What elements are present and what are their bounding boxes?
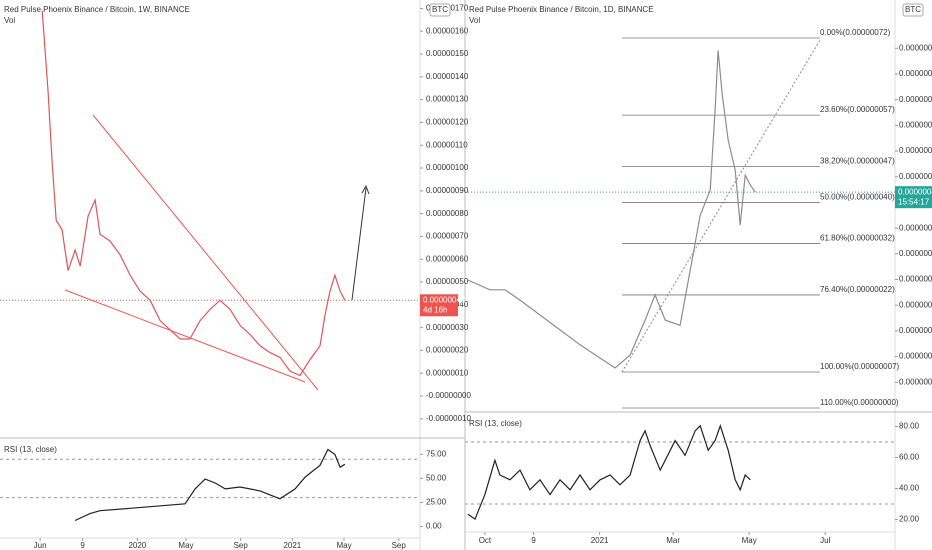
y-tick-label: 0.00000120 <box>426 118 469 127</box>
price-line <box>74 448 346 522</box>
x-tick-label: 9 <box>531 536 536 545</box>
x-tick-label: Sep <box>234 541 249 550</box>
chart-title: RSI (13, close) <box>469 419 522 428</box>
chart-title: Red Pulse Phoenix Binance / Bitcoin, 1W,… <box>4 5 190 14</box>
y-tick-label: 0.00000150 <box>426 49 469 58</box>
y-tick-label: 0.00000060 <box>426 254 469 263</box>
arrow-head <box>361 184 370 195</box>
x-tick-label: Jun <box>34 541 47 550</box>
countdown-label: 15:54:17 <box>898 197 930 206</box>
y-tick-label: 0.00000020 <box>426 346 469 355</box>
fib-label: 0.00%(0.00000072) <box>820 28 891 37</box>
y-tick-label: 20.00 <box>899 515 920 524</box>
last-price-box <box>895 186 932 209</box>
x-tick-label: 9 <box>80 541 85 550</box>
price-line <box>467 423 751 521</box>
fib-label: 100.00%(0.00000007) <box>820 362 900 371</box>
y-tick-label: -0.00000010 <box>426 414 471 423</box>
last-price-label: 0.00000042 <box>898 187 932 196</box>
x-tick-label: May <box>178 541 193 550</box>
fib-label: 38.20%(0.00000047) <box>820 157 895 166</box>
projection-arrow <box>351 187 367 301</box>
y-tick-label: 0.00000110 <box>426 140 468 149</box>
chart-title: Red Pulse Phoenix Binance / Bitcoin, 1D,… <box>469 5 654 14</box>
x-tick-label: Mar <box>666 536 680 545</box>
y-tick-label: 0.00000140 <box>426 72 469 81</box>
y-tick-label: 75.00 <box>426 450 447 459</box>
y-tick-label: 0.00000055 <box>899 120 932 129</box>
y-tick-label: 0.00000100 <box>426 163 469 172</box>
price-line <box>41 10 346 377</box>
y-tick-label: 0.00000050 <box>899 146 932 155</box>
x-tick-label: May <box>336 541 351 550</box>
x-tick-label: 2020 <box>128 541 146 550</box>
last-price-label: 0.00000042 <box>423 295 466 304</box>
x-tick-label: 2021 <box>283 541 301 550</box>
y-tick-label: 0.00000020 <box>899 300 932 309</box>
wedge-line <box>64 289 306 383</box>
fib-label: 23.60%(0.00000057) <box>820 105 895 114</box>
y-tick-label: 0.00000130 <box>426 95 469 104</box>
y-tick-label: 0.00000060 <box>899 95 932 104</box>
countdown-label: 4d 16h <box>423 305 447 314</box>
y-tick-label: 0.00000010 <box>899 352 932 361</box>
fib-label: 50.00%(0.00000040) <box>820 193 895 202</box>
price-line <box>467 50 756 369</box>
unit-label: BTC <box>432 5 448 14</box>
y-tick-label: 0.00000080 <box>426 209 469 218</box>
y-tick-label: 0.00000030 <box>426 323 469 332</box>
y-tick-label: 25.00 <box>426 498 447 507</box>
chart-subtitle: Vol <box>4 16 15 25</box>
y-tick-label: 60.00 <box>899 453 920 462</box>
unit-box <box>429 3 451 17</box>
x-tick-label: 2021 <box>591 536 609 545</box>
y-tick-label: 0.00000030 <box>899 249 932 258</box>
y-tick-label: -0.00000000 <box>426 391 471 400</box>
y-tick-label: 0.00000025 <box>899 275 932 284</box>
y-tick-label: 0.00000050 <box>426 277 469 286</box>
unit-box <box>902 3 924 17</box>
x-tick-label: Jul <box>820 536 830 545</box>
wedge-line <box>92 114 319 391</box>
y-tick-label: 0.00000065 <box>899 69 932 78</box>
y-tick-label: 0.00000090 <box>426 186 469 195</box>
y-tick-label: 50.00 <box>426 474 447 483</box>
y-tick-label: 0.00000070 <box>426 232 469 241</box>
unit-label: BTC <box>905 5 921 14</box>
y-tick-label: 0.00000045 <box>899 172 932 181</box>
x-tick-label: Oct <box>479 536 492 545</box>
y-tick-label: 0.00000010 <box>426 368 469 377</box>
y-tick-label: 0.00000035 <box>899 223 932 232</box>
fib-trend-line <box>621 39 821 373</box>
last-price-box <box>420 294 458 317</box>
y-tick-label: 80.00 <box>899 422 920 431</box>
fib-label: 76.40%(0.00000022) <box>820 285 895 294</box>
x-tick-label: May <box>742 536 757 545</box>
fib-label: 110.00%(0.00000000) <box>820 398 899 407</box>
chart-subtitle: Vol <box>469 16 480 25</box>
y-tick-label: 0.00 <box>426 522 442 531</box>
chart-title: RSI (13, close) <box>4 445 57 454</box>
y-tick-label: 0.00000070 <box>899 43 932 52</box>
x-tick-label: Sep <box>392 541 407 550</box>
y-tick-label: 40.00 <box>899 484 920 493</box>
y-tick-label: 0.00000160 <box>426 26 469 35</box>
y-tick-label: 0.00000005 <box>899 377 932 386</box>
fib-label: 61.80%(0.00000032) <box>820 234 895 243</box>
